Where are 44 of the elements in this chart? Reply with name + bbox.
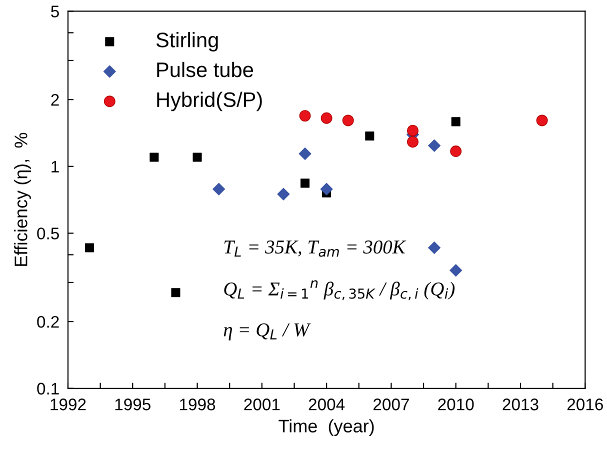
point [342, 114, 354, 126]
x-tick-label: 1995 [115, 398, 150, 410]
point [320, 182, 333, 196]
x-tick-label: 2013 [502, 398, 538, 410]
point [407, 136, 418, 148]
point [407, 124, 418, 136]
point [450, 146, 462, 157]
point [300, 178, 310, 188]
point [299, 110, 311, 122]
x-axis-title: Time (year) [278, 419, 374, 436]
point [298, 148, 312, 160]
legend-label: Pulse tube [157, 62, 254, 78]
x-tick-label: 2007 [374, 398, 409, 410]
y-tick-label: 5 [51, 6, 59, 18]
x-tick-label: 1998 [180, 398, 216, 410]
legend-label: Stirling [156, 32, 218, 52]
text: Q$_{L}$ = Σ$_{i=1}$$^{n}$ β$_{c,35K}$ / β$_{c,i}$ (Q$_{i}$) [224, 280, 455, 300]
point [536, 114, 548, 126]
y-tick-label: 1 [52, 160, 59, 172]
point [192, 152, 202, 162]
point [428, 242, 441, 254]
annotation: η = Q$_{L}$ / W [224, 323, 311, 340]
point [450, 264, 462, 277]
x-tick-label: 2016 [567, 398, 603, 410]
point [428, 139, 441, 152]
point [85, 243, 94, 252]
point [320, 112, 332, 124]
point [150, 152, 159, 162]
y-axis-title: Efficiency (η), % [14, 132, 31, 266]
y-tick-label: 0.5 [37, 228, 59, 240]
y-tick-label: 0.1 [37, 382, 59, 395]
x-tick-label: 2001 [244, 398, 280, 410]
point [212, 182, 226, 196]
x-tick-label: 2010 [438, 398, 474, 410]
x-tick-label: 1992 [50, 398, 86, 410]
point [365, 132, 374, 141]
point [171, 288, 180, 298]
x-tick-label: 2004 [308, 398, 345, 410]
legend-label: Hybrid(S/P) [157, 92, 262, 112]
point [277, 188, 290, 200]
y-tick-label: 2 [51, 94, 59, 106]
annotation: T$_{L}$ = 35K, T$_{am}$ = 300K [224, 240, 406, 257]
y-tick-label: 0.2 [37, 316, 59, 328]
point [451, 117, 460, 126]
